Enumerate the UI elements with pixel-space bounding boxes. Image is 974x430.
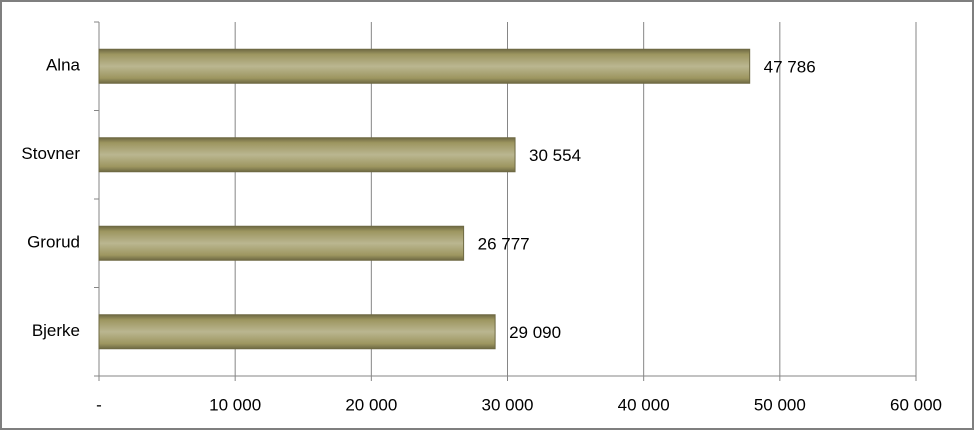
bar xyxy=(98,314,496,350)
x-tick-label: 10 000 xyxy=(209,395,261,414)
data-label: 47 786 xyxy=(764,58,816,77)
x-tick-label: 40 000 xyxy=(618,395,670,414)
y-tick-label: Bjerke xyxy=(32,321,80,340)
x-tick-label: 30 000 xyxy=(482,395,534,414)
bar xyxy=(98,48,751,84)
y-tick-label: Stovner xyxy=(21,144,80,163)
data-label: 30 554 xyxy=(529,146,581,165)
data-label: 29 090 xyxy=(509,323,561,342)
y-tick-label: Alna xyxy=(46,56,81,75)
bar xyxy=(98,137,516,173)
data-label: 26 777 xyxy=(478,235,530,254)
x-tick-label: 60 000 xyxy=(890,395,942,414)
bar xyxy=(98,225,465,261)
y-tick-label: Grorud xyxy=(27,233,80,252)
x-tick-label: 50 000 xyxy=(754,395,806,414)
x-tick-label: 20 000 xyxy=(345,395,397,414)
x-tick-label: - xyxy=(96,395,102,414)
